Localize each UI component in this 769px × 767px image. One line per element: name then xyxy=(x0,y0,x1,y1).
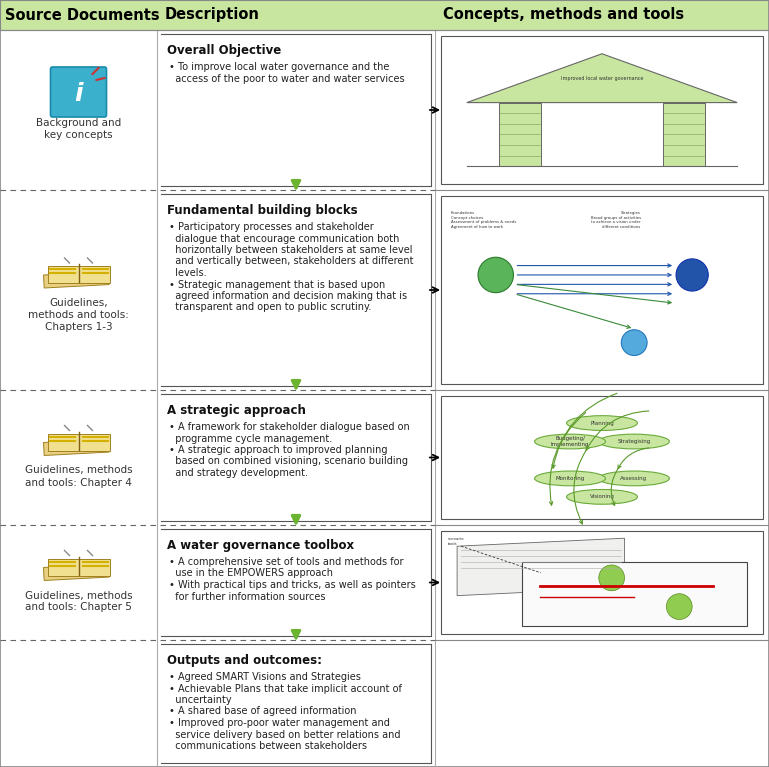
Text: use in the EMPOWERS approach: use in the EMPOWERS approach xyxy=(169,568,333,578)
Text: Source Documents: Source Documents xyxy=(5,8,160,22)
Text: Chapters 1-3: Chapters 1-3 xyxy=(45,322,112,332)
Circle shape xyxy=(667,594,692,620)
Text: A water governance toolbox: A water governance toolbox xyxy=(167,539,355,552)
Text: Outputs and outcomes:: Outputs and outcomes: xyxy=(167,654,322,667)
Circle shape xyxy=(478,257,514,293)
Text: • Strategic management that is based upon: • Strategic management that is based upo… xyxy=(169,279,385,289)
Text: Guidelines, methods: Guidelines, methods xyxy=(25,466,132,476)
Text: Assessing: Assessing xyxy=(621,476,647,481)
Text: • Agreed SMART Visions and Strategies: • Agreed SMART Visions and Strategies xyxy=(169,672,361,682)
Text: uncertainty: uncertainty xyxy=(169,695,231,705)
Text: A strategic approach: A strategic approach xyxy=(167,404,306,417)
Bar xyxy=(44,564,109,581)
Bar xyxy=(48,266,78,283)
Polygon shape xyxy=(467,54,737,103)
Ellipse shape xyxy=(534,471,605,486)
Bar xyxy=(441,531,763,634)
Bar xyxy=(521,562,747,626)
Bar xyxy=(78,558,109,575)
Ellipse shape xyxy=(598,434,669,449)
Bar xyxy=(48,433,78,450)
Text: • Participatory processes and stakeholder: • Participatory processes and stakeholde… xyxy=(169,222,374,232)
Text: Visioning: Visioning xyxy=(590,495,614,499)
Bar xyxy=(44,439,109,456)
Text: Background and: Background and xyxy=(36,118,122,128)
Bar xyxy=(44,272,109,288)
Text: • To improve local water governance and the: • To improve local water governance and … xyxy=(169,62,389,72)
Text: Overall Objective: Overall Objective xyxy=(167,44,281,57)
Text: i: i xyxy=(74,82,83,106)
Bar xyxy=(48,558,78,575)
Circle shape xyxy=(599,565,624,591)
Text: Strategising: Strategising xyxy=(618,439,651,444)
Text: and tools: Chapter 4: and tools: Chapter 4 xyxy=(25,478,132,488)
Text: Guidelines,: Guidelines, xyxy=(49,298,108,308)
Text: Description: Description xyxy=(165,8,260,22)
Text: • With practical tips and tricks, as well as pointers: • With practical tips and tricks, as wel… xyxy=(169,580,416,590)
Bar xyxy=(441,36,763,184)
Bar xyxy=(78,433,109,450)
Text: programme cycle management.: programme cycle management. xyxy=(169,433,332,443)
Ellipse shape xyxy=(567,489,638,504)
Text: Foundations
Concept choices
Assessment of problems & needs
Agreement of how to w: Foundations Concept choices Assessment o… xyxy=(451,211,516,229)
Bar xyxy=(499,103,541,166)
Text: key concepts: key concepts xyxy=(44,130,113,140)
Text: Monitoring: Monitoring xyxy=(555,476,584,481)
Text: Concepts, methods and tools: Concepts, methods and tools xyxy=(443,8,684,22)
Text: transparent and open to public scrutiny.: transparent and open to public scrutiny. xyxy=(169,302,371,312)
Text: communications between stakeholders: communications between stakeholders xyxy=(169,741,367,751)
Ellipse shape xyxy=(598,471,669,486)
Text: scenario
tools: scenario tools xyxy=(448,537,464,546)
Text: • A framework for stakeholder dialogue based on: • A framework for stakeholder dialogue b… xyxy=(169,422,410,432)
Text: Fundamental building blocks: Fundamental building blocks xyxy=(167,204,358,217)
Polygon shape xyxy=(457,538,624,596)
Text: Improved local water governance: Improved local water governance xyxy=(561,76,643,81)
Text: based on combined visioning, scenario building: based on combined visioning, scenario bu… xyxy=(169,456,408,466)
Bar xyxy=(441,196,763,384)
Text: access of the poor to water and water services: access of the poor to water and water se… xyxy=(169,74,404,84)
Text: • Achievable Plans that take implicit account of: • Achievable Plans that take implicit ac… xyxy=(169,683,402,693)
Bar xyxy=(0,0,769,30)
Text: and vertically between, stakeholders at different: and vertically between, stakeholders at … xyxy=(169,256,414,266)
Text: and strategy development.: and strategy development. xyxy=(169,468,308,478)
Text: dialogue that encourage communication both: dialogue that encourage communication bo… xyxy=(169,233,399,243)
Text: Strategies
Broad groups of activities
to achieve a vision under
different condit: Strategies Broad groups of activities to… xyxy=(591,211,641,229)
Text: levels.: levels. xyxy=(169,268,207,278)
Text: • A strategic approach to improved planning: • A strategic approach to improved plann… xyxy=(169,445,388,455)
Text: service delivery based on better relations and: service delivery based on better relatio… xyxy=(169,729,401,739)
Text: Budgeting/
Implementing: Budgeting/ Implementing xyxy=(551,436,589,447)
Circle shape xyxy=(676,258,708,291)
Bar xyxy=(663,103,705,166)
Circle shape xyxy=(621,330,647,356)
Text: • Improved pro-poor water management and: • Improved pro-poor water management and xyxy=(169,718,390,728)
Text: • A comprehensive set of tools and methods for: • A comprehensive set of tools and metho… xyxy=(169,557,404,567)
Text: for further information sources: for further information sources xyxy=(169,591,325,601)
Ellipse shape xyxy=(534,434,605,449)
Text: Planning: Planning xyxy=(590,420,614,426)
Bar xyxy=(78,266,109,283)
Text: horizontally between stakeholders at same level: horizontally between stakeholders at sam… xyxy=(169,245,412,255)
FancyBboxPatch shape xyxy=(51,67,106,117)
Text: and tools: Chapter 5: and tools: Chapter 5 xyxy=(25,603,132,613)
Text: • A shared base of agreed information: • A shared base of agreed information xyxy=(169,706,357,716)
Text: methods and tools:: methods and tools: xyxy=(28,310,129,320)
Ellipse shape xyxy=(567,416,638,430)
Bar xyxy=(441,396,763,519)
Text: Guidelines, methods: Guidelines, methods xyxy=(25,591,132,601)
Text: agreed information and decision making that is: agreed information and decision making t… xyxy=(169,291,407,301)
